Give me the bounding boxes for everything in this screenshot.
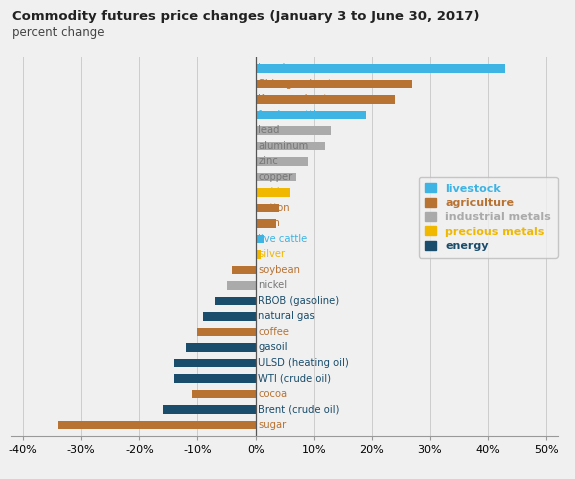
Text: natural gas: natural gas <box>259 311 315 321</box>
Bar <box>186 343 255 352</box>
Bar <box>174 374 255 383</box>
Text: aluminum: aluminum <box>259 141 309 151</box>
Bar <box>255 64 505 73</box>
Text: ULSD (heating oil): ULSD (heating oil) <box>259 358 349 368</box>
Text: live cattle: live cattle <box>259 234 308 244</box>
Bar <box>255 235 264 243</box>
Text: soybean: soybean <box>259 265 301 275</box>
Text: Commodity futures price changes (January 3 to June 30, 2017): Commodity futures price changes (January… <box>12 10 479 23</box>
Bar <box>255 172 296 181</box>
Bar <box>255 111 366 119</box>
Bar <box>215 297 255 305</box>
Text: cotton: cotton <box>259 203 290 213</box>
Text: feeder cattle: feeder cattle <box>259 110 323 120</box>
Text: coffee: coffee <box>259 327 289 337</box>
Text: nickel: nickel <box>259 281 288 290</box>
Bar <box>174 359 255 367</box>
Text: percent change: percent change <box>12 26 104 39</box>
Bar <box>232 266 255 274</box>
Text: copper: copper <box>259 172 293 182</box>
Text: silver: silver <box>259 250 286 260</box>
Text: RBOB (gasoline): RBOB (gasoline) <box>259 296 340 306</box>
Bar <box>255 80 412 88</box>
Text: cocoa: cocoa <box>259 389 288 399</box>
Text: gold: gold <box>259 187 280 197</box>
Text: Chicago wheat: Chicago wheat <box>259 79 332 89</box>
Bar <box>255 204 279 212</box>
Bar <box>58 421 255 429</box>
Bar <box>255 157 308 166</box>
Text: Kansas wheat: Kansas wheat <box>259 94 328 104</box>
Legend: livestock, agriculture, industrial metals, precious metals, energy: livestock, agriculture, industrial metal… <box>419 177 558 258</box>
Bar <box>191 390 255 398</box>
Bar <box>255 188 290 197</box>
Text: corn: corn <box>259 218 281 228</box>
Bar <box>163 405 255 414</box>
Text: zinc: zinc <box>259 156 278 166</box>
Bar <box>204 312 255 321</box>
Text: WTI (crude oil): WTI (crude oil) <box>259 374 331 384</box>
Bar <box>255 95 395 103</box>
Bar <box>255 142 325 150</box>
Bar <box>255 219 276 228</box>
Bar <box>197 328 255 336</box>
Bar <box>255 250 262 259</box>
Text: lean hogs: lean hogs <box>259 63 307 73</box>
Text: sugar: sugar <box>259 420 287 430</box>
Text: gasoil: gasoil <box>259 342 288 353</box>
Text: Brent (crude oil): Brent (crude oil) <box>259 405 340 414</box>
Text: lead: lead <box>259 125 280 136</box>
Bar <box>227 281 255 290</box>
Bar <box>255 126 331 135</box>
